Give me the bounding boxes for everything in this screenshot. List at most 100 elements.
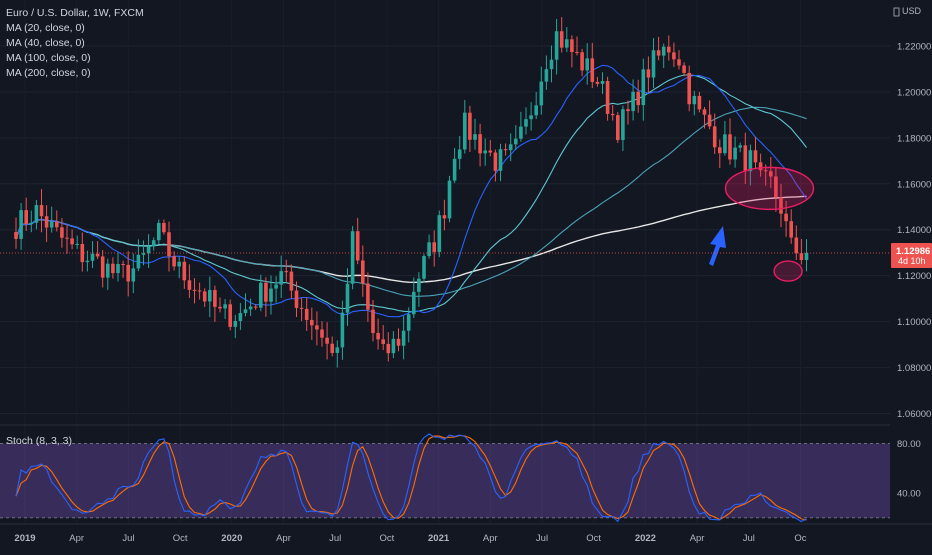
candle[interactable]: [330, 336, 334, 357]
candle[interactable]: [748, 144, 753, 186]
candle[interactable]: [310, 307, 314, 340]
candle[interactable]: [396, 328, 401, 352]
candle[interactable]: [570, 35, 574, 68]
candle[interactable]: [19, 202, 23, 250]
candle[interactable]: [371, 300, 375, 342]
ellipse-low-zone[interactable]: [773, 260, 803, 282]
candle[interactable]: [758, 153, 763, 177]
candle[interactable]: [616, 112, 620, 143]
candle[interactable]: [554, 18, 559, 75]
candle[interactable]: [55, 210, 59, 232]
candle[interactable]: [769, 156, 773, 189]
stoch-k-line[interactable]: [15, 433, 807, 523]
candle[interactable]: [610, 104, 615, 121]
candle[interactable]: [44, 205, 49, 242]
indicator-ma100[interactable]: MA (100, close, 0): [6, 52, 91, 64]
candle[interactable]: [493, 149, 498, 182]
candle[interactable]: [192, 278, 197, 304]
up-arrow-icon[interactable]: [709, 226, 726, 266]
candle[interactable]: [162, 219, 166, 235]
candle[interactable]: [289, 264, 294, 299]
candle[interactable]: [345, 268, 350, 326]
candle[interactable]: [636, 79, 640, 113]
candle[interactable]: [707, 100, 712, 130]
candle[interactable]: [733, 136, 737, 168]
candle[interactable]: [605, 76, 610, 121]
candle[interactable]: [432, 230, 436, 267]
candle[interactable]: [146, 234, 151, 268]
candle[interactable]: [386, 332, 391, 362]
candle[interactable]: [524, 107, 528, 135]
candle[interactable]: [70, 229, 74, 250]
candle[interactable]: [621, 105, 625, 152]
candle[interactable]: [478, 123, 482, 167]
candle[interactable]: [340, 300, 345, 360]
candle[interactable]: [712, 113, 717, 154]
candle[interactable]: [468, 105, 472, 152]
candle[interactable]: [488, 139, 493, 157]
candle[interactable]: [401, 316, 406, 360]
candle[interactable]: [335, 340, 340, 368]
candle[interactable]: [202, 288, 207, 307]
candle[interactable]: [718, 139, 722, 168]
candle[interactable]: [437, 210, 442, 258]
indicator-ma20[interactable]: MA (20, close, 0): [6, 22, 85, 34]
candle[interactable]: [580, 48, 584, 77]
candle[interactable]: [575, 36, 579, 56]
candle[interactable]: [595, 76, 600, 87]
candle[interactable]: [65, 224, 69, 254]
candle[interactable]: [218, 297, 222, 313]
candle[interactable]: [116, 252, 120, 282]
candle[interactable]: [208, 276, 212, 318]
candle[interactable]: [544, 55, 549, 90]
candle[interactable]: [529, 102, 533, 131]
candle[interactable]: [804, 239, 809, 272]
ellipse-ma200-zone[interactable]: [724, 166, 815, 211]
candle[interactable]: [702, 107, 707, 129]
candle[interactable]: [325, 322, 329, 360]
candle[interactable]: [412, 277, 416, 319]
candle[interactable]: [361, 245, 365, 297]
candle[interactable]: [294, 281, 299, 317]
candle[interactable]: [442, 199, 447, 231]
candle[interactable]: [789, 209, 793, 244]
candle[interactable]: [315, 311, 319, 346]
candle[interactable]: [473, 118, 477, 150]
candle[interactable]: [299, 297, 304, 322]
candle[interactable]: [656, 36, 661, 61]
candle[interactable]: [682, 62, 686, 77]
candle[interactable]: [243, 293, 248, 317]
candle[interactable]: [672, 42, 676, 67]
candle[interactable]: [651, 38, 656, 89]
candle[interactable]: [284, 259, 289, 282]
candle[interactable]: [667, 35, 671, 61]
candle[interactable]: [687, 65, 691, 112]
candle[interactable]: [320, 321, 324, 347]
candle[interactable]: [784, 200, 788, 237]
candle[interactable]: [498, 143, 503, 182]
candle[interactable]: [24, 197, 28, 231]
candle[interactable]: [350, 226, 355, 290]
candle[interactable]: [187, 264, 192, 298]
candle[interactable]: [29, 210, 34, 233]
candle[interactable]: [799, 239, 804, 265]
candle[interactable]: [136, 239, 141, 272]
candle[interactable]: [14, 217, 18, 249]
candle[interactable]: [417, 272, 421, 307]
candle[interactable]: [238, 303, 243, 330]
candle[interactable]: [677, 50, 681, 70]
candle[interactable]: [661, 43, 666, 68]
symbol-title[interactable]: Euro / U.S. Dollar, 1W, FXCM: [6, 7, 144, 19]
candle[interactable]: [697, 91, 702, 113]
candle[interactable]: [213, 285, 217, 322]
candle[interactable]: [381, 325, 385, 350]
candle[interactable]: [631, 79, 635, 121]
candle[interactable]: [157, 219, 161, 245]
candle[interactable]: [641, 58, 646, 121]
candle[interactable]: [794, 225, 799, 260]
candle[interactable]: [141, 240, 146, 266]
candle[interactable]: [259, 274, 263, 312]
candle[interactable]: [779, 183, 783, 228]
